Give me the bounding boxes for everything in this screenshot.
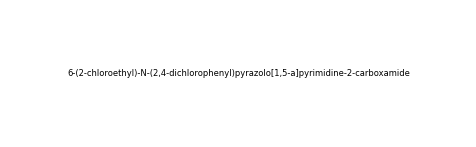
Text: 6-(2-chloroethyl)-N-(2,4-dichlorophenyl)pyrazolo[1,5-a]pyrimidine-2-carboxamide: 6-(2-chloroethyl)-N-(2,4-dichlorophenyl)…: [67, 69, 409, 78]
